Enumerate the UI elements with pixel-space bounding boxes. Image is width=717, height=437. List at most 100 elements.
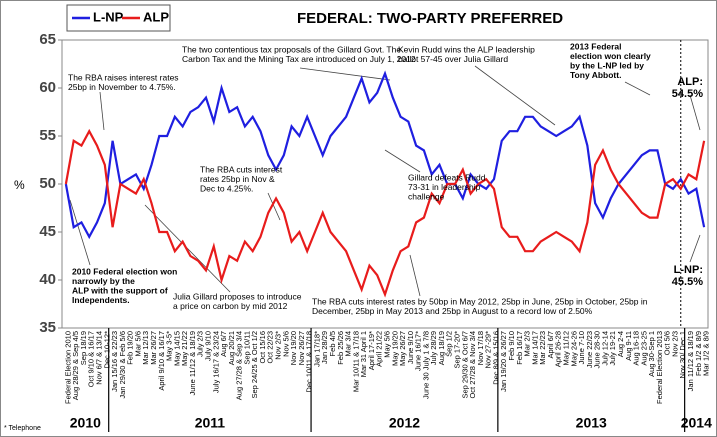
x-tick-label: Feb 1/2 & 8/9: [694, 331, 703, 376]
annotation: narrowly by the: [72, 276, 135, 286]
x-tick-label: May 26/27: [398, 331, 407, 366]
y-axis-label: %: [14, 178, 25, 192]
x-tick-label: Aug 27/28 & Sep 3/4: [235, 331, 244, 400]
x-tick-label: Feb 16/17: [515, 331, 524, 365]
x-tick-label: July 19-21: [608, 331, 617, 366]
x-tick-label: Federal Election 2010: [63, 331, 72, 404]
x-tick-label: Mar 10/11 & 17/18: [351, 331, 360, 392]
annotation: Gillard defeats Rudd: [408, 172, 486, 182]
x-tick-label: Oct 27/28 & Nov 3/4: [468, 331, 477, 399]
x-tick-label: May 19/20: [390, 331, 399, 366]
x-tick-label: April 6/7: [546, 331, 555, 359]
annotation: 73-31 in leadership: [408, 182, 481, 192]
x-tick-label: Mar 5/6: [133, 331, 142, 356]
x-tick-label: Dec 10-12*: [102, 331, 111, 369]
annotation: by the L-NP led by: [570, 60, 644, 70]
x-tick-label: Feb 9/10: [507, 331, 516, 361]
x-tick-label: Jan 15/16 & 22/23: [110, 331, 119, 392]
year-label: 2011: [195, 415, 226, 431]
x-tick-label: Sep 17-20*: [453, 331, 462, 369]
x-tick-label: Aug 2-4: [616, 331, 625, 357]
y-tick-label: 55: [39, 127, 56, 144]
x-tick-label: May 3-5*: [165, 331, 174, 361]
x-tick-label: Aug 28/29 & Sep 4/5: [71, 331, 80, 400]
x-tick-label: Jan 19/20 & 26/27: [499, 331, 508, 392]
annotation: The RBA raises interest rates: [68, 72, 179, 82]
x-tick-label: July 2/3: [196, 331, 205, 357]
year-label: 2012: [389, 415, 420, 431]
x-tick-label: July 28/29: [429, 331, 438, 365]
x-tick-label: Dec 8/9 & 15/16: [491, 331, 500, 385]
x-tick-label: June 28-30: [593, 331, 602, 369]
x-tick-label: Jan 17/18*: [312, 331, 321, 367]
annotation: The RBA cuts interest: [200, 164, 283, 174]
x-tick-label: Mar 1/2 & 8/9: [702, 331, 711, 376]
x-tick-label: Nov 26/27: [297, 331, 306, 365]
legend-label: L-NP: [93, 9, 124, 24]
x-tick-label: May 11/12: [561, 331, 570, 365]
annotation: ALP:: [677, 76, 703, 88]
x-tick-label: June 30 July 1 & 7/8: [421, 331, 430, 399]
x-tick-label: May 21/22: [180, 331, 189, 366]
x-tick-label: July 9/10: [203, 331, 212, 361]
x-tick-label: Sep 24/25 & Oct 1/2: [250, 331, 259, 399]
annotation: ballot 57-45 over Julia Gillard: [398, 54, 508, 64]
x-tick-label: Aug 23-25: [639, 331, 648, 366]
x-tick-label: Sep 18/19: [79, 331, 88, 365]
x-tick-label: May 14/15: [172, 331, 181, 366]
annotation: 45.5%: [672, 276, 703, 288]
annotation: December, 25bp in May 2013 and 25bp in A…: [312, 306, 593, 316]
annotation: 2013 Federal: [570, 41, 622, 51]
annotation: challenge: [408, 191, 445, 201]
x-tick-label: May 24-26: [569, 331, 578, 366]
x-tick-label: Dec 10/11 & 17/18: [305, 331, 314, 393]
annotation: The RBA cuts interest rates by 50bp in M…: [312, 296, 648, 306]
x-tick-label: Nov 19/20: [289, 331, 298, 365]
x-tick-label: Nov 17/18: [476, 331, 485, 365]
y-tick-label: 65: [39, 31, 56, 48]
x-tick-label: Aug 9-11: [624, 331, 633, 361]
x-tick-label: Feb 4/5: [328, 331, 337, 356]
x-tick-label: Sep 1/2: [445, 331, 454, 357]
x-tick-label: May 5/6: [382, 331, 391, 358]
footnote: * Telephone: [4, 425, 41, 432]
annotation: a price on carbon by mid 2012: [173, 301, 288, 311]
annotation: Julia Gillard proposes to introduce: [173, 291, 302, 301]
x-tick-label: April 21/22: [375, 331, 384, 367]
x-tick-label: Nov 30/ Dec 1: [678, 331, 687, 379]
x-tick-label: June 16/17*: [414, 331, 423, 371]
year-label: 2014: [681, 415, 712, 431]
x-tick-label: Aug 6/7: [219, 331, 228, 357]
x-tick-label: Oct 15/16: [258, 331, 267, 364]
x-tick-label: Sep 29/30 & Oct 6/7: [460, 331, 469, 399]
x-tick-label: July 16/17 & 23/24: [211, 331, 220, 393]
x-tick-label: Mar 26/27: [149, 331, 158, 365]
year-label: 2013: [576, 415, 607, 431]
x-tick-label: April 17-19*: [367, 331, 376, 370]
series-line: [64, 70, 706, 240]
x-tick-label: Feb 25/26: [336, 331, 345, 365]
x-tick-label: Aug 18/19: [437, 331, 446, 365]
x-tick-label: July 12-14: [600, 331, 609, 366]
x-tick-label: Feb 19/20: [126, 331, 135, 365]
annotation: 25bp in November to 4.75%.: [68, 82, 176, 92]
x-tick-label: June 11/12 & 18/19: [188, 331, 197, 396]
series-line: [64, 128, 706, 298]
x-tick-label: Aug 30-Sep 1: [647, 331, 656, 377]
x-tick-label: Mar 31 April 1: [359, 331, 368, 377]
x-tick-label: Jan 11/12 & 18/19: [686, 331, 695, 391]
x-tick-label: April 9/10 & 16/17: [157, 331, 166, 391]
y-tick-label: 60: [39, 79, 56, 96]
annotation: Independents.: [72, 295, 130, 305]
x-tick-label: Nov 6/7 & 13/14: [95, 331, 104, 385]
x-tick-label: June 7-10: [577, 331, 586, 364]
y-tick-label: 45: [39, 223, 56, 240]
x-tick-label: Oct 9/10 & 16/17: [87, 331, 96, 387]
annotation: Carbon Tax and the Mining Tax are introd…: [182, 54, 416, 64]
annotation: 2010 Federal election won: [72, 266, 177, 276]
x-tick-label: Aug 16-18: [632, 331, 641, 366]
x-tick-label: Nov 27-29*: [484, 331, 493, 369]
x-tick-label: June 9/10: [406, 331, 415, 364]
y-tick-label: 50: [39, 175, 56, 192]
